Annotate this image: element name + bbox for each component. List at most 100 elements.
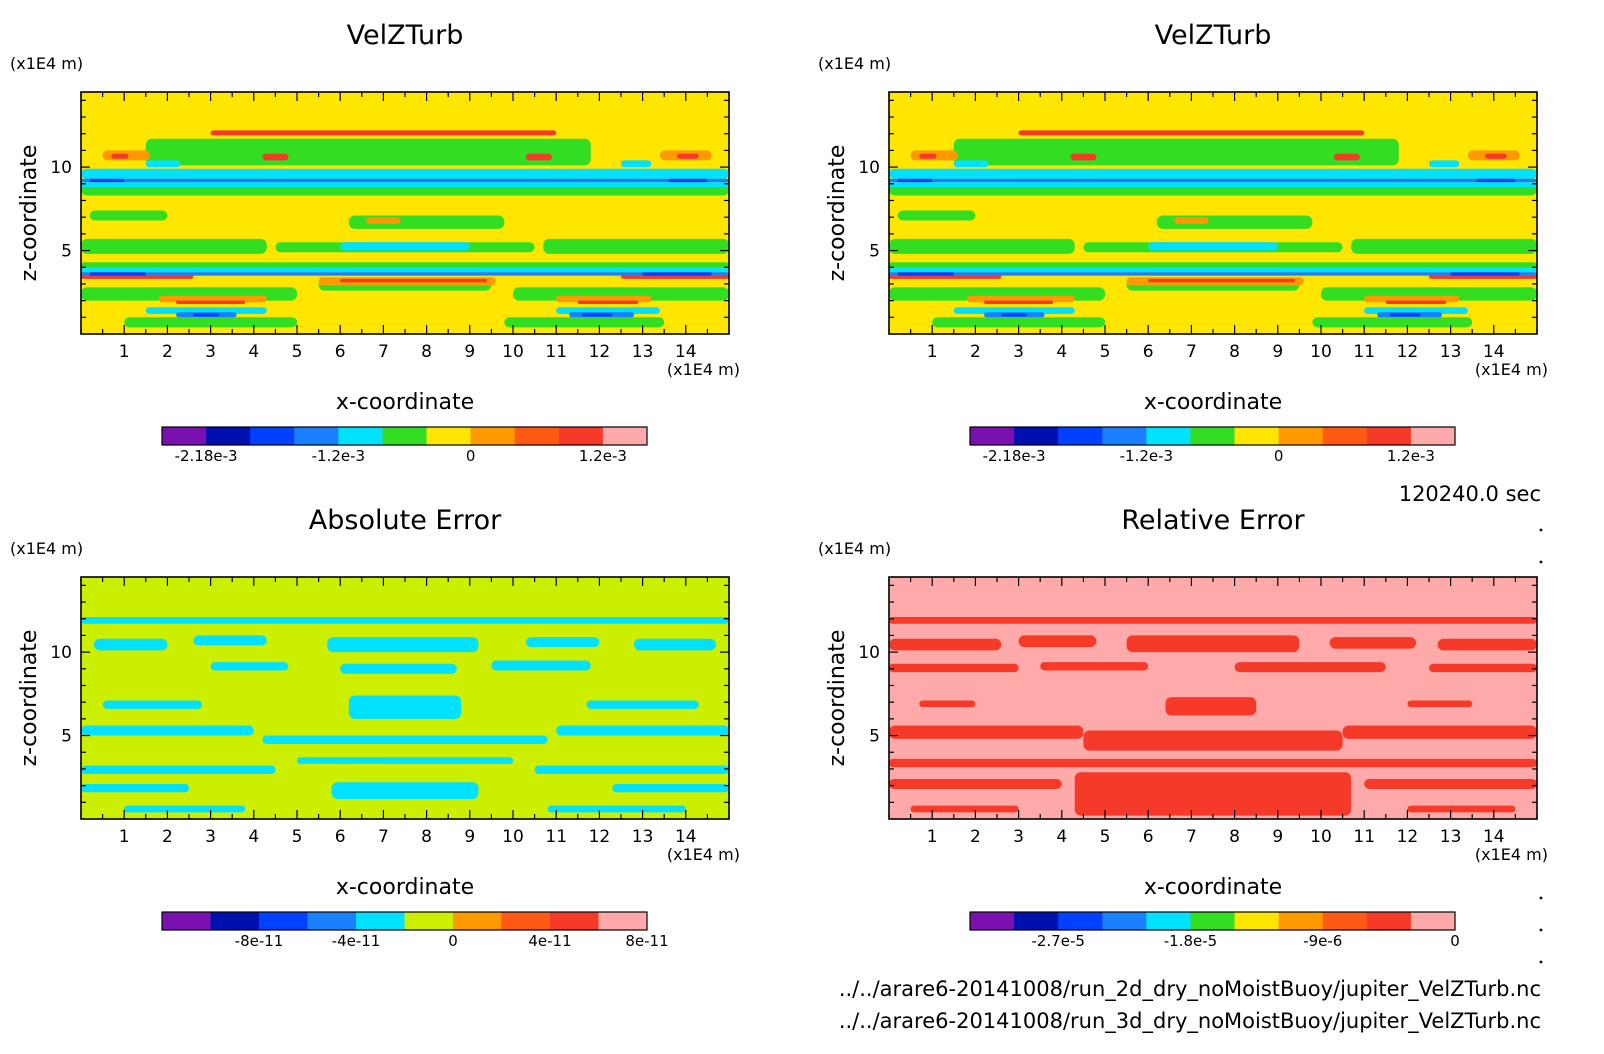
x-tick-label: 2 <box>162 827 173 847</box>
contour-band <box>81 178 729 183</box>
contour-band <box>919 153 937 159</box>
contour-band <box>145 160 181 168</box>
contour-band <box>1342 725 1537 739</box>
colorbar-swatch <box>1278 427 1324 445</box>
x-tick-label: 13 <box>1440 342 1462 362</box>
x-tick-label: 7 <box>378 342 389 362</box>
contour-band <box>612 783 729 793</box>
x-tick-label: 1 <box>927 342 938 362</box>
contour-band <box>124 317 297 328</box>
contour-band <box>897 178 933 183</box>
chart-title: VelZTurb <box>347 20 464 51</box>
x-axis-label: x-coordinate <box>1144 390 1282 415</box>
contour-band <box>193 313 220 317</box>
contour-band <box>193 635 267 646</box>
colorbar-tick-label: -2.18e-3 <box>983 447 1046 465</box>
x-tick-label: 2 <box>970 342 981 362</box>
colorbar-swatch <box>1234 912 1280 930</box>
contour-band <box>642 272 712 276</box>
x-tick-label: 12 <box>1397 342 1419 362</box>
x-tick-label: 7 <box>378 827 389 847</box>
y-axis-label: z-coordinate <box>825 145 850 282</box>
x-axis-label: x-coordinate <box>1144 875 1282 900</box>
contour-band <box>677 153 699 159</box>
y-unit-label: (x1E4 m) <box>818 539 891 558</box>
colorbar-tick-label: -1.2e-3 <box>312 447 365 465</box>
colorbar-swatch <box>1146 912 1191 930</box>
x-tick-label: 6 <box>1143 342 1154 362</box>
contour-band <box>984 300 1054 304</box>
contour-band <box>1450 272 1520 276</box>
contour-band <box>89 272 146 276</box>
colorbar-swatch <box>1278 912 1324 930</box>
colorbar-tick-label: -2.7e-5 <box>1031 932 1084 950</box>
contour-band <box>1390 313 1421 317</box>
contour-band <box>1165 697 1257 716</box>
contour-band <box>889 758 1537 768</box>
contour-band <box>1126 635 1300 653</box>
x-tick-label: 1 <box>927 827 938 847</box>
x-tick-label: 10 <box>502 827 524 847</box>
file-path-3d: ../../arare6-20141008/run_3d_dry_noMoist… <box>839 1009 1541 1034</box>
contour-band <box>889 168 1537 179</box>
y-unit-label: (x1E4 m) <box>10 54 83 73</box>
contour-band <box>889 182 1537 188</box>
contour-band <box>534 765 729 774</box>
contour-band <box>504 317 665 328</box>
contour-band <box>543 238 729 254</box>
contour-band <box>145 138 591 166</box>
x-tick-label: 9 <box>1272 827 1283 847</box>
x-axis-label: x-coordinate <box>336 875 474 900</box>
x-axis-label: x-coordinate <box>336 390 474 415</box>
contour-band <box>111 153 129 159</box>
contour-band <box>889 238 1075 254</box>
x-tick-label: 4 <box>248 342 259 362</box>
chart-panel: VelZTurb(x1E4 m)(x1E4 m)1 2 3 4 5 6 7 8 9 10 11 12 1… <box>818 20 1548 465</box>
contour-band <box>582 313 613 317</box>
x-unit-label: (x1E4 m) <box>667 360 740 379</box>
contour-band <box>81 182 729 188</box>
contour-band <box>81 617 729 624</box>
contour-band <box>1351 238 1537 254</box>
x-tick-label: 14 <box>675 827 697 847</box>
x-tick-label: 13 <box>632 827 654 847</box>
y-tick-label: 5 <box>61 242 72 262</box>
colorbar-swatch <box>1014 427 1059 445</box>
contour-band <box>525 153 552 161</box>
contour-band <box>1407 805 1516 813</box>
colorbar-swatch <box>970 427 1015 445</box>
x-tick-label: 3 <box>205 342 216 362</box>
colorbar-swatch <box>338 427 383 445</box>
colorbar-swatch <box>1366 427 1412 445</box>
colorbar-tick-label: -8e-11 <box>235 932 284 950</box>
contour-band <box>176 300 246 304</box>
colorbar-swatch <box>250 427 295 445</box>
contour-band <box>340 242 470 251</box>
x-tick-label: 11 <box>1353 827 1375 847</box>
contour-band <box>1018 130 1365 136</box>
colorbar-swatch <box>970 912 1015 930</box>
contour-band <box>1407 700 1473 708</box>
contour-band <box>525 637 600 648</box>
colorbar-tick-label: 1.2e-3 <box>579 447 627 465</box>
x-tick-label: 8 <box>1229 342 1240 362</box>
contour-band <box>210 130 557 136</box>
chart-title: Absolute Error <box>309 505 502 536</box>
colorbar-tick-label: -1.8e-5 <box>1164 932 1217 950</box>
y-axis-label: z-coordinate <box>825 630 850 767</box>
y-unit-label: (x1E4 m) <box>818 54 891 73</box>
x-tick-label: 10 <box>1310 342 1332 362</box>
contour-band <box>1312 317 1473 328</box>
colorbar-frame <box>161 911 648 931</box>
colorbar-swatch <box>210 912 260 930</box>
y-unit-label: (x1E4 m) <box>10 539 83 558</box>
y-axis-label: z-coordinate <box>17 145 42 282</box>
x-tick-label: 4 <box>1056 827 1067 847</box>
x-tick-label: 5 <box>1100 342 1111 362</box>
contour-band <box>124 805 246 813</box>
colorbar-swatch <box>501 912 551 930</box>
contour-band <box>93 638 168 651</box>
colorbar-frame <box>969 426 1456 446</box>
colorbar-tick-label: 4e-11 <box>528 932 571 950</box>
